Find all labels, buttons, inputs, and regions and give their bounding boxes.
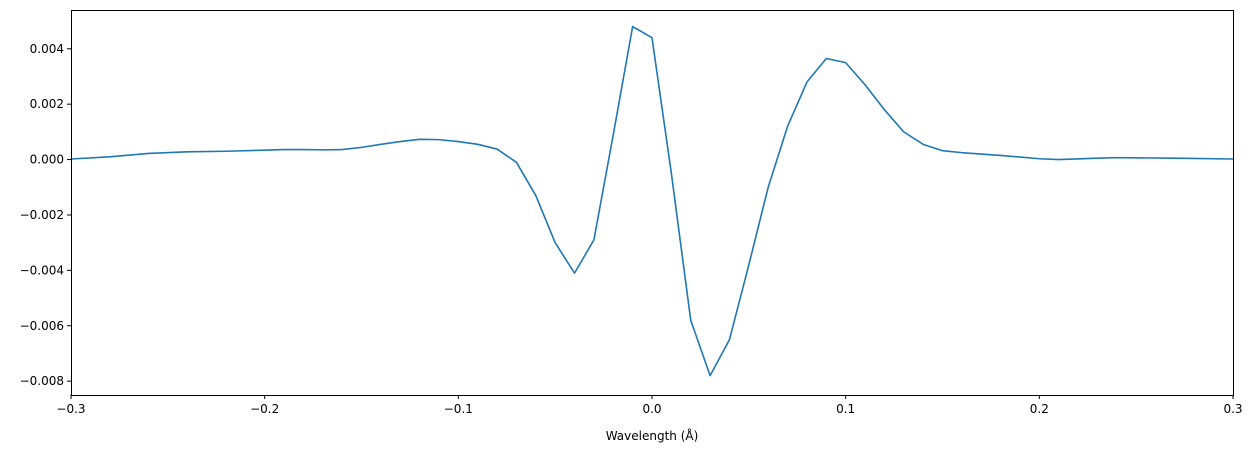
- x-axis-ticks: −0.3 −0.2 −0.1 0.0 0.1 0.2 0.3: [56, 395, 1243, 416]
- x-tick-label: −0.2: [250, 402, 279, 416]
- y-tick-label: −0.006: [20, 319, 64, 333]
- series-line-0: [70, 25, 1234, 377]
- plot-area: [71, 10, 1233, 395]
- x-axis-label: Wavelength (Å): [606, 428, 699, 443]
- x-tick-label: −0.1: [444, 402, 473, 416]
- y-tick-label: −0.002: [20, 208, 64, 222]
- x-tick-label: 0.0: [642, 402, 661, 416]
- plot-frame: [71, 10, 1234, 396]
- x-tick-label: −0.3: [56, 402, 85, 416]
- y-tick-label: 0.002: [30, 97, 64, 111]
- y-tick-label: 0.000: [30, 153, 64, 167]
- x-tick-label: 0.1: [836, 402, 855, 416]
- y-tick-label: −0.008: [20, 374, 64, 388]
- x-tick-label: 0.2: [1030, 402, 1049, 416]
- y-axis-ticks: −0.008 −0.006 −0.004 −0.002 0.000 0.002 0.004: [20, 42, 71, 388]
- y-tick-label: 0.004: [30, 42, 64, 56]
- series-layer: [70, 25, 1234, 377]
- x-tick-label: 0.3: [1223, 402, 1242, 416]
- y-tick-label: −0.004: [20, 263, 64, 277]
